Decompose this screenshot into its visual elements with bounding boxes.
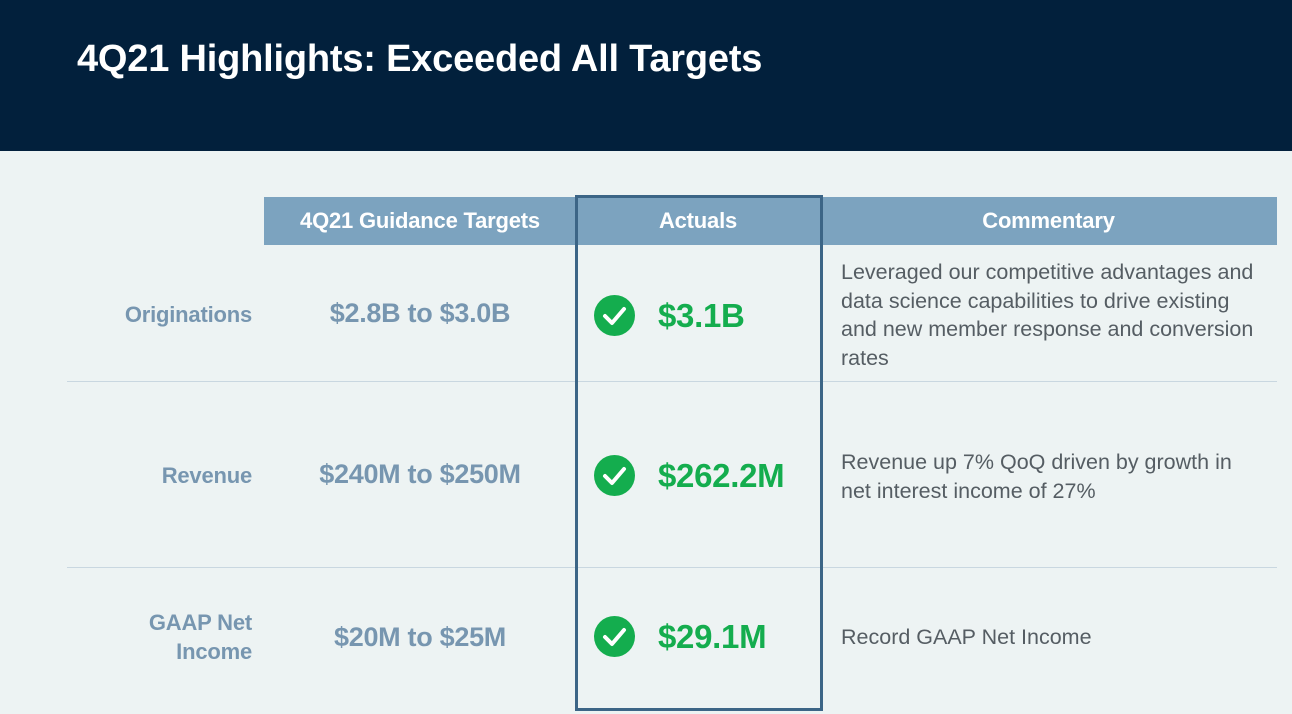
actual-value-revenue: $262.2M xyxy=(658,456,785,494)
slide-header: 4Q21 Highlights: Exceeded All Targets xyxy=(0,0,1292,151)
row-divider xyxy=(67,381,1277,382)
row-target-gaap-net-income: $20M to $25M xyxy=(334,622,506,652)
column-header-guidance-targets: 4Q21 Guidance Targets xyxy=(264,197,576,245)
slide-title: 4Q21 Highlights: Exceeded All Targets xyxy=(77,38,763,80)
check-circle-icon xyxy=(594,455,635,496)
row-actual-revenue: $262.2M xyxy=(594,455,785,496)
commentary-gaap-net-income: Record GAAP Net Income xyxy=(841,625,1092,649)
commentary-originations: Leveraged our competitive advantages and… xyxy=(841,260,1254,370)
row-target-originations: $2.8B to $3.0B xyxy=(329,298,511,328)
check-circle-icon xyxy=(594,295,635,336)
column-header-commentary: Commentary xyxy=(820,197,1277,245)
check-circle-icon xyxy=(594,616,635,657)
row-actual-gaap-net-income: $29.1M xyxy=(594,616,767,657)
actual-value-gaap-net-income: $29.1M xyxy=(658,617,767,655)
column-header-actuals: Actuals xyxy=(576,197,820,245)
row-target-revenue: $240M to $250M xyxy=(319,459,521,489)
commentary-revenue: Revenue up 7% QoQ driven by growth in ne… xyxy=(841,450,1232,503)
row-actual-originations: $3.1B xyxy=(594,295,745,336)
row-label-revenue: Revenue xyxy=(161,463,253,488)
row-label-originations: Originations xyxy=(124,302,252,327)
actual-value-originations: $3.1B xyxy=(658,296,745,334)
row-divider xyxy=(67,567,1277,568)
row-label-gaap-net-income: GAAP Net Income xyxy=(148,610,252,664)
